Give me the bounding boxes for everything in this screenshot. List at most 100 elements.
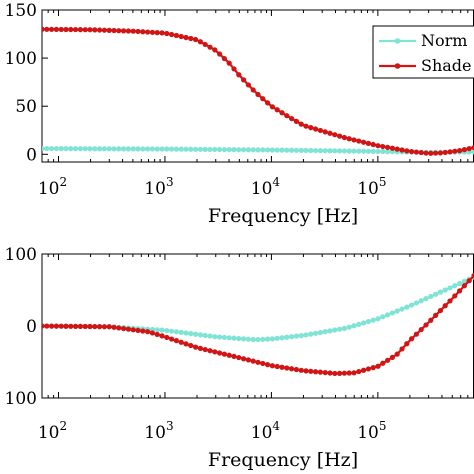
- x-tick-exponent: 4: [272, 419, 280, 433]
- data-point-norm: [308, 147, 314, 154]
- data-point-norm: [279, 147, 285, 153]
- data-point-shade: [274, 107, 280, 113]
- data-point-shade: [101, 324, 107, 330]
- data-point-shade: [317, 127, 323, 134]
- data-point-shade: [197, 345, 203, 352]
- data-point-shade: [442, 303, 448, 309]
- data-point-norm: [399, 306, 405, 312]
- data-point-norm: [269, 147, 275, 153]
- data-point-norm: [442, 287, 448, 293]
- data-point-norm: [106, 146, 112, 152]
- data-point-shade: [164, 334, 170, 341]
- x-tick-label: 103: [144, 419, 173, 443]
- data-point-shade: [457, 148, 463, 154]
- data-point-shade: [241, 356, 247, 362]
- data-point-norm: [457, 280, 463, 287]
- data-point-norm: [140, 146, 146, 152]
- data-point-shade: [466, 146, 472, 152]
- data-point-shade: [346, 370, 352, 376]
- data-point-shade: [260, 360, 266, 367]
- x-tick-base: 10: [38, 423, 60, 443]
- data-point-norm: [337, 326, 343, 332]
- data-point-norm: [135, 146, 141, 152]
- data-point-norm: [260, 336, 266, 342]
- data-point-shade: [255, 359, 261, 365]
- data-point-norm: [404, 304, 410, 310]
- data-point-shade: [245, 357, 251, 363]
- data-point-norm: [356, 321, 362, 327]
- data-point-shade: [341, 134, 347, 141]
- data-point-norm: [188, 146, 194, 152]
- x-tick-label: 105: [357, 175, 386, 199]
- data-point-shade: [380, 143, 386, 150]
- x-tick-base: 10: [251, 423, 273, 443]
- data-point-shade: [365, 366, 371, 372]
- data-point-norm: [68, 146, 74, 152]
- data-point-norm: [169, 328, 175, 334]
- data-point-shade: [42, 26, 45, 32]
- data-point-shade: [260, 96, 266, 102]
- data-point-shade: [399, 147, 405, 153]
- data-point-norm: [413, 300, 419, 306]
- data-point-shade: [68, 323, 74, 329]
- x-axis-label: Frequency [Hz]: [208, 449, 358, 471]
- data-point-norm: [217, 146, 223, 153]
- data-point-norm: [250, 336, 256, 343]
- data-point-norm: [269, 336, 275, 342]
- data-point-shade: [394, 146, 400, 152]
- data-point-norm: [245, 147, 251, 153]
- data-point-shade: [44, 26, 50, 32]
- data-point-shade: [332, 370, 338, 377]
- data-point-shade: [351, 370, 357, 376]
- data-point-norm: [265, 336, 271, 342]
- data-point-shade: [87, 323, 93, 330]
- data-point-norm: [437, 289, 443, 295]
- x-axis-label: Frequency [Hz]: [208, 205, 358, 227]
- data-point-shade: [380, 360, 386, 366]
- data-point-shade: [327, 370, 333, 376]
- data-point-norm: [370, 148, 376, 154]
- series-shade-group: [42, 273, 474, 377]
- data-point-shade: [313, 369, 319, 375]
- data-point-norm: [433, 291, 439, 297]
- data-point-shade: [77, 323, 83, 330]
- data-point-shade: [212, 47, 218, 53]
- data-point-shade: [356, 368, 362, 375]
- data-point-shade: [308, 368, 314, 374]
- data-point-shade: [265, 100, 271, 106]
- x-tick-exponent: 2: [59, 175, 67, 189]
- data-point-norm: [101, 146, 107, 152]
- data-point-shade: [375, 143, 381, 149]
- data-point-shade: [193, 36, 199, 43]
- data-point-shade: [236, 354, 242, 361]
- x-tick-label: 102: [38, 419, 67, 443]
- data-point-norm: [63, 146, 69, 152]
- data-point-norm: [173, 329, 179, 335]
- data-point-norm: [255, 147, 261, 153]
- data-point-shade: [399, 346, 405, 352]
- data-point-shade: [423, 322, 429, 328]
- data-point-shade: [226, 60, 232, 66]
- data-point-norm: [197, 146, 203, 152]
- data-point-norm: [356, 148, 362, 154]
- data-point-norm: [293, 147, 299, 153]
- data-point-shade: [317, 369, 323, 375]
- data-point-norm: [380, 148, 386, 155]
- data-point-norm: [236, 335, 242, 342]
- data-point-norm: [361, 148, 367, 154]
- data-point-norm: [207, 146, 213, 153]
- data-point-norm: [341, 148, 347, 154]
- data-point-norm: [87, 146, 93, 152]
- data-point-shade: [73, 323, 79, 329]
- data-point-norm: [303, 332, 309, 338]
- data-point-norm: [361, 320, 367, 326]
- data-point-shade: [413, 149, 419, 155]
- data-point-shade: [370, 141, 376, 148]
- data-point-norm: [375, 316, 381, 322]
- data-point-norm: [255, 336, 261, 343]
- x-tick-label: 103: [144, 175, 173, 199]
- data-point-shade: [332, 132, 338, 138]
- data-point-norm: [169, 146, 175, 152]
- data-point-shade: [471, 144, 474, 151]
- data-point-shade: [197, 39, 203, 45]
